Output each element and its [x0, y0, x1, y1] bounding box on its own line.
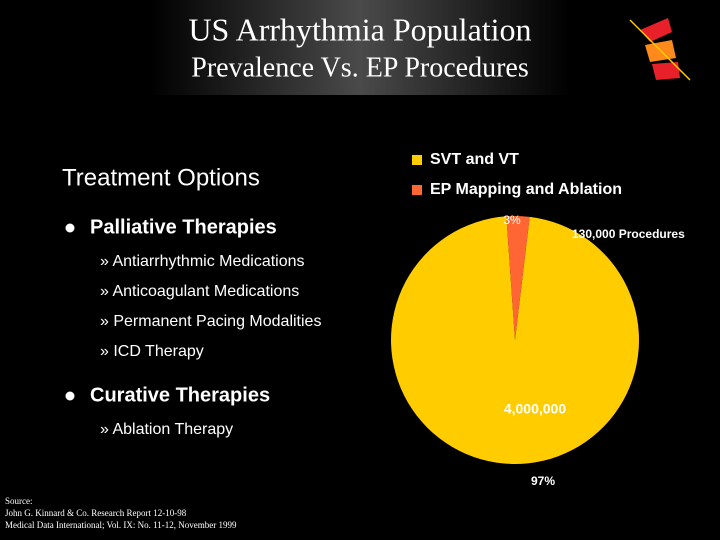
subtitle: Prevalence Vs. EP Procedures — [191, 52, 528, 83]
heading: Treatment Options — [62, 164, 260, 191]
legend-swatch — [412, 155, 422, 165]
value-label: 97% — [531, 474, 555, 488]
pie-slice — [506, 216, 530, 340]
title-band — [150, 0, 570, 95]
legend-swatch — [412, 185, 422, 195]
legend-label: EP Mapping and Ablation — [430, 181, 622, 198]
pie-slice — [390, 216, 639, 464]
source-line: John G. Kinnard & Co. Research Report 12… — [5, 508, 187, 518]
section-title: Curative Therapies — [90, 384, 270, 406]
legend-label: SVT and VT — [430, 151, 519, 168]
bullet — [65, 223, 75, 233]
annotation: 4,000,000 — [504, 401, 566, 417]
annotation: 130,000 Procedures — [572, 227, 685, 241]
value-label: 3% — [503, 213, 521, 227]
section-item: » Antiarrhythmic Medications — [100, 253, 305, 270]
section-item: » Permanent Pacing Modalities — [100, 313, 321, 330]
bullet — [65, 391, 75, 401]
source-line: Source: — [5, 496, 33, 506]
section-item: » ICD Therapy — [100, 343, 204, 360]
section-title: Palliative Therapies — [90, 216, 277, 238]
section-item: » Anticoagulant Medications — [100, 283, 299, 300]
section-item: » Ablation Therapy — [100, 421, 233, 438]
title: US Arrhythmia Population — [188, 11, 531, 47]
logo — [629, 18, 691, 81]
source-line: Medical Data International; Vol. IX: No.… — [5, 520, 237, 530]
